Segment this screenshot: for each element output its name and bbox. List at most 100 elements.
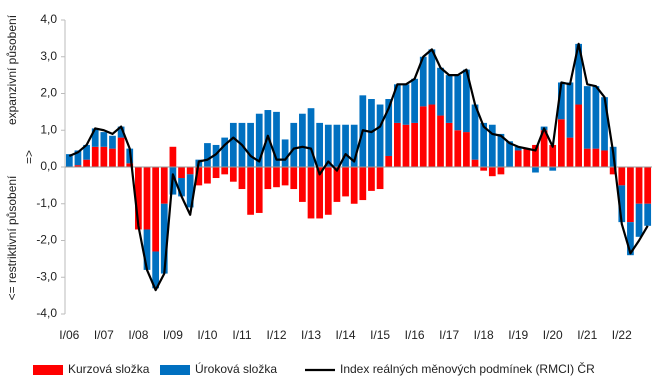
line	[68, 42, 649, 292]
bar	[532, 167, 539, 173]
bar	[178, 167, 185, 179]
bar	[592, 148, 600, 167]
bar	[247, 167, 254, 215]
bar	[411, 78, 418, 123]
bar	[419, 56, 427, 107]
bar	[635, 167, 643, 204]
bar	[333, 167, 341, 202]
bar	[238, 167, 246, 190]
bar	[74, 165, 82, 167]
bar	[523, 148, 531, 167]
bar	[601, 150, 608, 167]
bar	[152, 167, 160, 252]
bar	[100, 132, 108, 147]
bar	[618, 167, 626, 186]
bar	[445, 122, 453, 167]
y-tick-label: 4,0	[40, 12, 57, 26]
bar	[592, 86, 600, 149]
legend-label: Úroková složka	[195, 361, 277, 376]
bar	[324, 124, 332, 167]
bar	[160, 203, 168, 274]
bar	[549, 144, 557, 167]
bar	[342, 124, 349, 167]
bar	[514, 150, 522, 167]
bar	[575, 43, 582, 105]
bar	[333, 124, 341, 167]
bar	[186, 174, 194, 208]
bar	[627, 222, 634, 256]
bar	[532, 144, 539, 167]
bar	[644, 203, 652, 226]
bar	[65, 154, 73, 167]
bar	[627, 167, 634, 223]
bar	[575, 104, 582, 167]
legend-label: Kurzová složka	[68, 362, 150, 376]
bar	[160, 167, 168, 204]
bar	[359, 167, 367, 201]
bar	[169, 146, 177, 167]
bar	[212, 144, 220, 167]
y-tick-label: -2,0	[36, 233, 57, 247]
bar	[186, 167, 194, 175]
bar	[342, 167, 349, 197]
bar	[454, 75, 462, 131]
bar	[229, 167, 237, 182]
bar	[385, 155, 393, 167]
bar	[480, 122, 488, 167]
bar	[618, 185, 626, 223]
x-tick-label: I/08	[128, 328, 148, 342]
bar	[497, 133, 505, 167]
bar	[74, 150, 82, 166]
x-tick-label: I/14	[336, 328, 356, 342]
bar	[324, 167, 332, 215]
bar	[549, 167, 557, 171]
bar	[350, 124, 358, 167]
bar	[109, 135, 116, 149]
x-tick-label: I/15	[370, 328, 390, 342]
bar	[307, 108, 315, 167]
bar	[566, 137, 574, 167]
bar	[437, 115, 444, 167]
bar	[376, 167, 384, 190]
bar	[195, 167, 203, 186]
y-tick-label: 0,0	[40, 159, 57, 173]
x-tick-label: I/09	[163, 328, 183, 342]
bar	[117, 137, 125, 167]
bar	[488, 167, 496, 177]
bar	[290, 167, 298, 190]
x-tick-label: I/19	[508, 328, 528, 342]
bar	[307, 167, 315, 219]
bar	[281, 139, 289, 167]
x-tick-label: I/06	[59, 328, 79, 342]
x-tick-label: I/11	[232, 328, 251, 342]
bar	[393, 122, 401, 167]
bar	[428, 49, 436, 105]
x-tick-label: I/07	[94, 328, 114, 342]
bar	[255, 113, 263, 167]
bar	[290, 122, 298, 167]
legend-label: Index reálných měnových podmínek (RMCI) …	[340, 361, 595, 376]
bar	[91, 128, 99, 147]
y-tick-label: -3,0	[36, 269, 57, 283]
bar	[445, 75, 453, 123]
bar	[566, 82, 574, 138]
bar	[437, 67, 444, 116]
bar	[281, 167, 289, 186]
bar	[471, 159, 479, 167]
bar	[644, 167, 652, 204]
y-tick-label: 3,0	[40, 49, 57, 63]
bar	[135, 167, 142, 230]
bar	[229, 122, 237, 167]
y-axis-label: expanzivní působení	[5, 14, 19, 125]
bar	[393, 84, 401, 123]
bar	[178, 178, 185, 197]
x-tick-label: I/17	[439, 328, 459, 342]
bar	[143, 167, 151, 230]
x-tick-label: I/16	[405, 328, 425, 342]
bar	[402, 124, 410, 167]
bar	[273, 111, 280, 167]
x-tick-label: I/18	[474, 328, 494, 342]
x-tick-label: I/10	[197, 328, 217, 342]
bar	[100, 146, 108, 167]
